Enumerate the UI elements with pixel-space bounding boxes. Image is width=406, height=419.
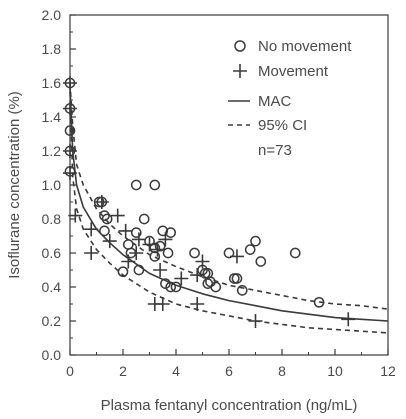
legend-no-movement-marker [234, 40, 246, 52]
legend-ci-label: 95% CI [258, 117, 307, 134]
movement-point [153, 263, 168, 277]
x-tick-label: 8 [278, 363, 286, 379]
no-movement-point [165, 227, 177, 238]
movement-point [190, 268, 205, 283]
movement-point [63, 101, 77, 116]
y-tick-label: 1.4 [42, 109, 62, 125]
movement-point [84, 246, 99, 260]
legend-movement-marker [233, 64, 247, 78]
movement-point [174, 271, 189, 286]
x-tick-label: 6 [225, 363, 233, 379]
y-tick-label: 0.6 [42, 245, 62, 261]
movement-point [150, 242, 165, 257]
no-movement-point [160, 278, 171, 289]
movement-point [110, 208, 125, 223]
y-tick-label: 0.0 [42, 347, 62, 363]
legend-no-movement-label: No movement [258, 38, 352, 55]
y-tick-label: 1.8 [42, 41, 62, 57]
no-movement-point [133, 264, 145, 276]
no-movement-point [99, 225, 110, 237]
points-layer [63, 76, 356, 328]
movement-point [118, 223, 133, 238]
y-tick-label: 0.2 [42, 313, 62, 329]
no-movement-point [130, 179, 142, 191]
no-movement-point [289, 247, 301, 259]
y-tick-label: 1.2 [42, 143, 62, 159]
movement-point [155, 297, 170, 311]
movement-point [190, 297, 205, 311]
no-movement-point [244, 244, 256, 255]
movement-point [102, 234, 117, 249]
legend-n-label: n=73 [258, 142, 292, 159]
x-tick-label: 2 [119, 363, 127, 379]
no-movement-point [231, 273, 243, 284]
y-axis: 0.0 0.2 0.4 0.6 0.8 1.0 1.2 1.4 1.6 1.8 2.0 [42, 7, 76, 363]
movement-point [121, 254, 136, 269]
movement-point [248, 314, 263, 328]
movement-point [229, 249, 244, 264]
x-tick-label: 10 [327, 363, 343, 379]
no-movement-point [64, 125, 76, 136]
no-movement-point [117, 266, 129, 278]
movement-point [129, 246, 144, 260]
y-tick-label: 0.8 [42, 211, 62, 227]
no-movement-point [170, 281, 182, 293]
no-movement-point [130, 227, 142, 238]
no-movement-point [250, 235, 261, 247]
movement-point [158, 232, 173, 247]
no-movement-point [255, 256, 267, 267]
legend: No movement Movement MAC 95% CI n=73 [228, 38, 352, 159]
no-movement-point [99, 210, 110, 221]
x-axis: 0 2 4 6 8 10 12 [66, 349, 396, 379]
no-movement-point [138, 213, 150, 225]
movement-point [142, 237, 157, 252]
y-tick-label: 0.4 [42, 279, 62, 295]
no-movement-point [189, 247, 200, 259]
y-tick-label: 1.0 [42, 177, 62, 193]
no-movement-point [101, 213, 113, 225]
no-movement-point [210, 281, 222, 293]
x-axis-title: Plasma fentanyl concentration (ng/mL) [101, 397, 358, 414]
movement-point [68, 208, 83, 223]
no-movement-point [157, 225, 169, 237]
no-movement-point [165, 281, 177, 293]
movement-point [84, 222, 99, 237]
no-movement-point [313, 296, 325, 308]
legend-movement-label: Movement [258, 63, 329, 80]
movement-point [341, 312, 356, 327]
movement-point [195, 254, 210, 269]
mac-curve [69, 86, 389, 322]
no-movement-point [149, 179, 161, 191]
no-movement-point [223, 247, 235, 259]
y-tick-label: 1.6 [42, 75, 62, 91]
movement-point [94, 195, 109, 209]
no-movement-point [162, 247, 174, 259]
y-tick-label: 2.0 [42, 7, 62, 23]
y-axis-title: Isoflurane concentration (%) [6, 91, 23, 279]
curves-layer [69, 82, 389, 334]
x-tick-label: 12 [380, 363, 396, 379]
movement-point [131, 232, 146, 247]
legend-mac-label: MAC [258, 93, 292, 110]
x-tick-label: 4 [172, 363, 180, 379]
no-movement-point [149, 251, 161, 262]
no-movement-point [236, 285, 248, 296]
x-tick-label: 0 [66, 363, 74, 379]
